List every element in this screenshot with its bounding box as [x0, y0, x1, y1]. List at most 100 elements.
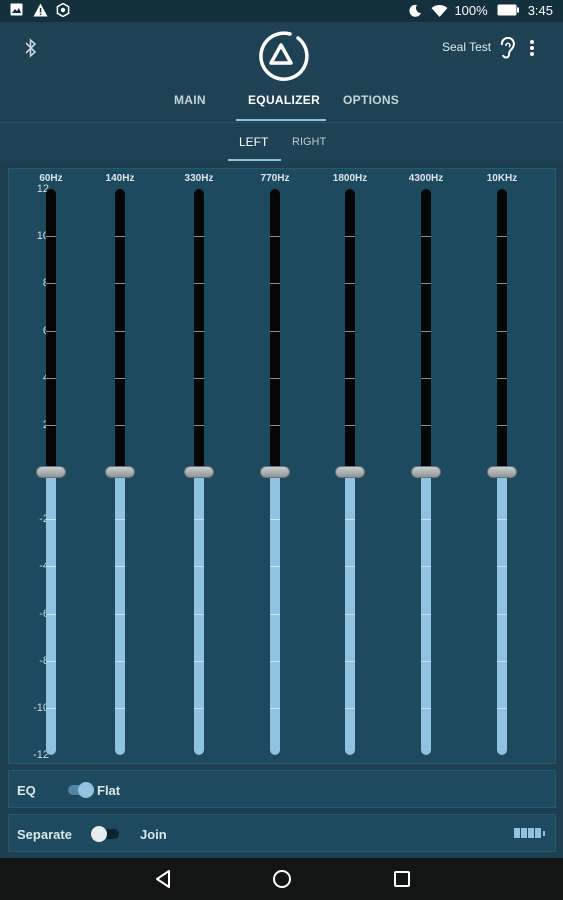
- slider-tick: [46, 283, 56, 285]
- device-battery-icon: [514, 828, 545, 838]
- slider-tick: [194, 613, 204, 615]
- slider-tick: [115, 424, 125, 426]
- slider-tick: [497, 236, 507, 238]
- equalizer-panel: 121086420-2-4-6-8-10-1260Hz140Hz330Hz770…: [8, 168, 556, 764]
- slider-tick: [46, 424, 56, 426]
- join-label: Join: [140, 827, 167, 842]
- eq-label: EQ: [17, 783, 36, 798]
- band-slider-thumb[interactable]: [487, 466, 517, 478]
- slider-tick: [497, 707, 507, 709]
- image-notification-icon: [10, 3, 24, 17]
- slider-tick: [270, 660, 280, 662]
- slider-tick: [115, 566, 125, 568]
- band-frequency-label: 4300Hz: [408, 173, 444, 184]
- settings-notification-icon: [56, 2, 70, 18]
- battery-nub: [543, 830, 545, 836]
- slider-tick: [421, 707, 431, 709]
- slider-tick: [421, 236, 431, 238]
- active-tab-indicator: [236, 119, 326, 121]
- status-bar: 100% 3:45: [0, 0, 563, 22]
- eq-flat-bar: EQ Flat: [8, 770, 556, 808]
- slider-tick: [421, 566, 431, 568]
- slider-tick: [421, 283, 431, 285]
- battery-cell: [535, 828, 541, 838]
- back-icon[interactable]: [154, 869, 172, 894]
- slider-tick: [46, 660, 56, 662]
- band-slider-thumb[interactable]: [411, 466, 441, 478]
- db-scale-label: -6: [39, 607, 49, 620]
- band-frequency-label: 60Hz: [39, 173, 63, 184]
- db-scale-label: 12: [36, 183, 49, 195]
- slider-tick: [345, 330, 355, 332]
- tab-equalizer[interactable]: EQUALIZER: [248, 93, 321, 107]
- slider-tick: [115, 613, 125, 615]
- db-scale-label: 8: [23, 277, 49, 289]
- db-scale-label: -8: [39, 654, 49, 667]
- slider-tick: [421, 377, 431, 379]
- band-slider-thumb[interactable]: [184, 466, 214, 478]
- db-scale-label: 10: [36, 230, 49, 243]
- overflow-menu-icon[interactable]: [528, 39, 536, 62]
- status-left-icons: [10, 2, 70, 18]
- slider-tick: [194, 236, 204, 238]
- slider-tick: [194, 283, 204, 285]
- slider-tick: [345, 236, 355, 238]
- db-scale-label: 6: [23, 325, 49, 337]
- db-scale-label: 2: [23, 419, 49, 431]
- battery-cell: [521, 828, 527, 838]
- slider-tick: [46, 566, 56, 568]
- slider-tick: [345, 660, 355, 662]
- db-scale-label: 4: [23, 372, 49, 384]
- bluetooth-icon[interactable]: [22, 38, 40, 63]
- slider-tick: [46, 377, 56, 379]
- tab-left-channel[interactable]: LEFT: [239, 135, 269, 149]
- slider-tick: [270, 377, 280, 379]
- band-frequency-label: 1800Hz: [332, 173, 368, 184]
- band-frequency-label: 10KHz: [486, 173, 518, 184]
- app-logo-icon: [252, 26, 310, 84]
- battery-cell: [514, 828, 520, 838]
- slider-tick: [270, 613, 280, 615]
- do-not-disturb-moon-icon: [408, 4, 422, 18]
- slider-tick: [115, 283, 125, 285]
- slider-tick: [194, 424, 204, 426]
- slider-tick: [345, 707, 355, 709]
- separate-join-toggle[interactable]: [91, 826, 121, 842]
- db-scale-label: -10: [33, 701, 49, 714]
- band-slider-thumb[interactable]: [105, 466, 135, 478]
- slider-tick: [270, 424, 280, 426]
- band-frequency-label: 140Hz: [105, 173, 135, 184]
- main-tabs: MAIN EQUALIZER OPTIONS: [0, 88, 563, 122]
- db-scale-label: -12: [33, 749, 49, 761]
- slider-tick: [115, 660, 125, 662]
- slider-tick: [194, 707, 204, 709]
- ear-icon[interactable]: [498, 36, 516, 64]
- slider-tick: [497, 424, 507, 426]
- slider-tick: [115, 377, 125, 379]
- db-scale-label: -4: [39, 560, 49, 573]
- eq-flat-toggle[interactable]: [66, 782, 96, 798]
- app-header: Seal Test MAIN EQUALIZER OPTIONS: [0, 22, 563, 122]
- separate-label: Separate: [17, 827, 72, 842]
- slider-tick: [270, 236, 280, 238]
- slider-tick: [345, 613, 355, 615]
- slider-tick: [497, 660, 507, 662]
- wifi-icon: [431, 4, 448, 18]
- warning-icon: [33, 3, 48, 17]
- band-slider-thumb[interactable]: [335, 466, 365, 478]
- home-icon[interactable]: [272, 869, 292, 894]
- slider-tick: [421, 424, 431, 426]
- slider-tick: [194, 519, 204, 521]
- slider-tick: [194, 660, 204, 662]
- active-channel-indicator: [228, 159, 281, 161]
- slider-tick: [421, 613, 431, 615]
- tab-right-channel[interactable]: RIGHT: [292, 136, 327, 148]
- slider-tick: [46, 330, 56, 332]
- band-slider-thumb[interactable]: [260, 466, 290, 478]
- tab-main[interactable]: MAIN: [174, 93, 206, 107]
- tab-options[interactable]: OPTIONS: [343, 93, 400, 107]
- band-slider-thumb[interactable]: [36, 466, 66, 478]
- recents-icon[interactable]: [393, 869, 411, 894]
- slider-tick: [46, 236, 56, 238]
